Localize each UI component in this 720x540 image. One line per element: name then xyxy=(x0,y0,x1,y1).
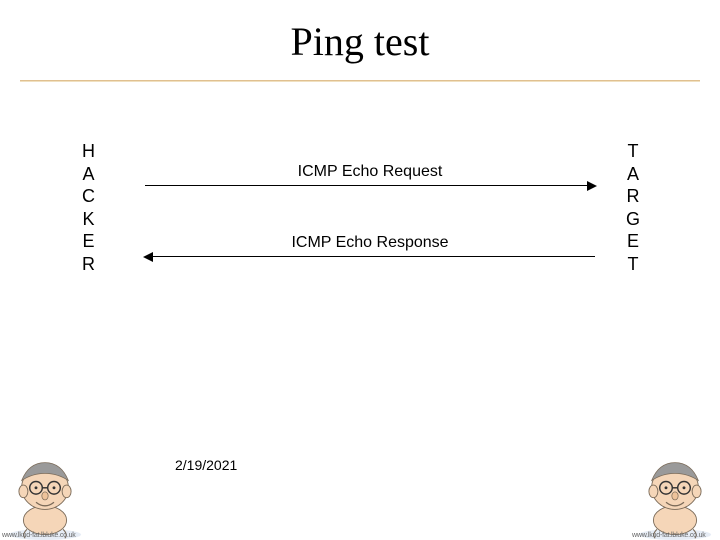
arrow-response-label: ICMP Echo Response xyxy=(145,234,595,252)
arrow-response-head xyxy=(143,252,153,262)
arrow-request-line xyxy=(145,185,595,186)
left-entity-hacker: HACKER xyxy=(82,140,95,275)
cartoon-right-credit: www.lkud-fat.lbluke.co.uk xyxy=(632,532,706,539)
cartoon-left: www.lkud-fat.lbluke.co.uk xyxy=(0,450,90,540)
footer-date: 2/19/2021 xyxy=(175,457,237,473)
cartoon-left-credit: www.lkud-fat.lbluke.co.uk xyxy=(2,532,76,539)
arrow-request-label: ICMP Echo Request xyxy=(145,163,595,181)
cartoon-right-svg xyxy=(630,450,720,540)
title-text: Ping test xyxy=(291,19,430,64)
title-divider xyxy=(20,80,700,82)
cartoon-right: www.lkud-fat.lbluke.co.uk xyxy=(630,450,720,540)
date-text: 2/19/2021 xyxy=(175,457,237,473)
arrow-request-head xyxy=(587,181,597,191)
arrow-response-line xyxy=(145,256,595,257)
right-entity-target: TARGET xyxy=(626,140,640,275)
page-title: Ping test xyxy=(0,18,720,65)
cartoon-left-svg xyxy=(0,450,90,540)
